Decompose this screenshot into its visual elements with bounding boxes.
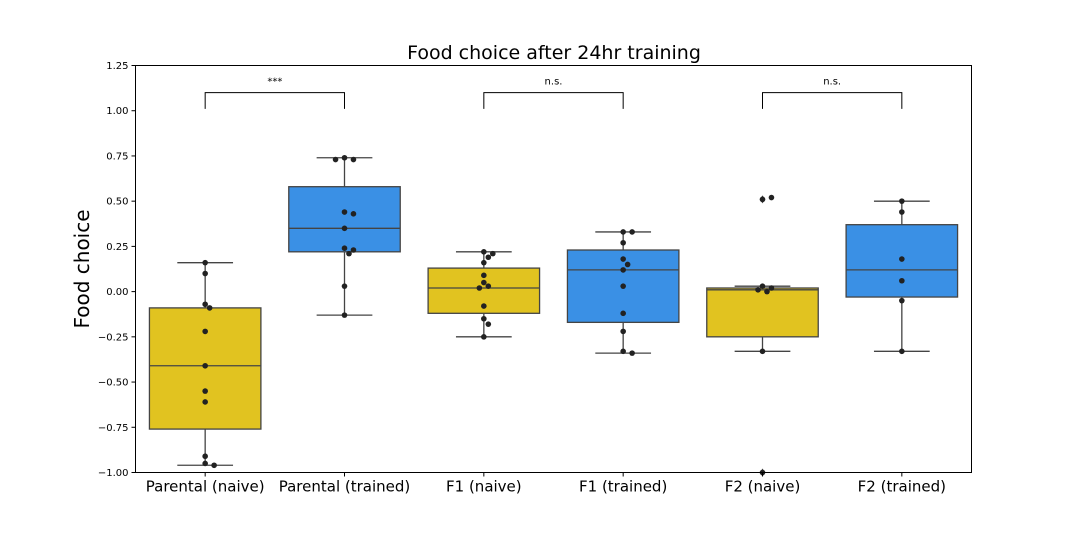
data-point: [202, 399, 208, 405]
y-tick-label: 0.50: [106, 197, 128, 208]
chart-title: Food choice after 24hr training: [407, 42, 701, 64]
data-point: [485, 254, 492, 261]
data-point: [202, 301, 208, 308]
data-point: [341, 312, 348, 318]
plot-area: −1.00 −0.75 −0.50 −0.25 0.00 0.25 0.50 0.75 1.00…: [98, 61, 959, 496]
y-tick-label: 0.75: [106, 151, 128, 162]
x-category-label: Parental (trained): [279, 478, 411, 496]
data-point: [620, 328, 626, 335]
x-category-label: F2 (trained): [858, 478, 946, 496]
significance-bracket: [762, 92, 903, 109]
data-point: [206, 305, 213, 311]
plot-frame: [135, 65, 972, 473]
data-point: [489, 250, 496, 257]
x-category-label: F1 (trained): [579, 478, 667, 496]
data-point: [481, 272, 487, 279]
box-group-1: [288, 157, 401, 316]
data-point: [481, 315, 487, 322]
data-point: [485, 321, 492, 327]
data-point: [202, 388, 208, 394]
data-point: [629, 229, 635, 235]
data-point: [341, 154, 348, 161]
significance-bracket: [204, 92, 345, 109]
box-group-4: [706, 195, 819, 477]
x-category-label: Parental (naive): [146, 478, 265, 496]
data-point: [899, 256, 905, 262]
x-category-label: F1 (naive): [446, 478, 522, 496]
data-point: [350, 156, 357, 163]
y-tick-label: −0.25: [98, 332, 129, 343]
y-tick-label: 1.25: [106, 61, 128, 72]
data-point: [202, 460, 208, 467]
data-point: [768, 285, 775, 291]
y-tick-label: 1.00: [106, 106, 128, 117]
data-point: [485, 283, 492, 289]
y-axis-label: Food choice: [70, 209, 94, 328]
data-point: [899, 348, 905, 355]
data-point: [755, 287, 761, 293]
x-category-label: F2 (naive): [725, 478, 801, 496]
data-point: [481, 303, 487, 309]
data-point: [350, 247, 357, 253]
significance-label: ***: [267, 77, 282, 88]
data-point: [202, 328, 208, 335]
y-tick-label: 0.25: [106, 242, 128, 253]
data-point: [346, 250, 352, 257]
data-point: [202, 453, 208, 460]
data-point: [476, 285, 483, 291]
data-point: [341, 283, 348, 289]
data-point: [629, 350, 635, 356]
data-point: [759, 283, 766, 289]
data-point: [481, 279, 487, 286]
data-point: [899, 297, 905, 304]
data-point: [764, 288, 770, 295]
data-point: [620, 267, 626, 273]
box-group-3: [566, 231, 680, 354]
significance-label: n.s.: [545, 77, 563, 88]
data-point: [620, 310, 626, 317]
data-point: [624, 261, 631, 268]
data-point: [768, 194, 775, 201]
significance-label: n.s.: [823, 77, 841, 88]
data-point: [202, 362, 208, 369]
significance-bracket: [483, 92, 624, 109]
data-point: [620, 239, 626, 246]
y-tick-label: 0.00: [106, 287, 128, 298]
data-point: [759, 348, 766, 355]
data-point: [620, 283, 626, 289]
data-point: [341, 209, 348, 215]
data-point: [620, 348, 626, 355]
data-point: [620, 229, 626, 235]
data-point: [341, 245, 348, 251]
y-tick-label: −0.50: [98, 378, 129, 389]
data-point: [211, 462, 217, 469]
data-point: [481, 249, 487, 255]
data-point: [332, 156, 339, 163]
data-point: [202, 270, 208, 277]
data-point: [620, 256, 626, 262]
data-point: [759, 196, 766, 203]
box-group-5: [845, 200, 959, 352]
data-point: [899, 198, 905, 204]
box: [706, 287, 819, 338]
data-point: [481, 259, 487, 266]
data-point: [899, 277, 905, 284]
y-tick-label: −1.00: [98, 468, 129, 479]
data-point: [899, 209, 905, 215]
box: [288, 186, 401, 253]
data-point: [350, 211, 357, 217]
data-point: [481, 334, 487, 340]
y-tick-label: −0.75: [98, 423, 129, 434]
data-point: [202, 259, 208, 266]
data-point: [341, 225, 348, 232]
